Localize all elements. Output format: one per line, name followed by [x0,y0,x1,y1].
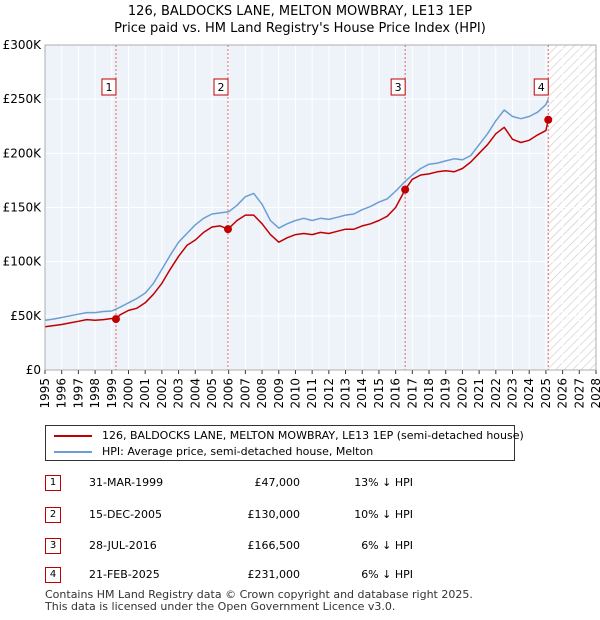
legend-label-hpi: HPI: Average price, semi-detached house,… [102,445,374,458]
x-tick-label: 2008 [255,378,269,409]
x-tick-label: 2010 [288,378,302,409]
footer: Contains HM Land Registry data © Crown c… [45,589,473,613]
sale-date: 21-FEB-2025 [89,568,160,581]
y-tick-label: £50K [10,309,42,323]
sale-marker-box [101,78,117,96]
x-tick-label: 2003 [172,378,186,409]
plot-frame [44,44,597,371]
chart-subtitle: Price paid vs. HM Land Registry's House … [114,21,486,36]
series-line-property [44,119,549,328]
footer-copyright: Contains HM Land Registry data © Crown c… [45,588,473,601]
x-tick-label: 2026 [556,378,570,409]
sale-point [544,115,553,124]
sale-price: £166,500 [247,539,301,552]
sale-date: 15-DEC-2005 [89,508,163,521]
sale-badge: 2 [45,507,61,523]
sale-hpi-diff: 13% ↓ HPI [354,476,413,489]
sale-marker-box [390,78,406,96]
sale-marker-box [533,78,549,96]
sale-date: 28-JUL-2016 [89,539,157,552]
sale-row: 2 15-DEC-2005 £130,000 10% ↓ HPI [45,507,545,525]
x-tick-label: 2012 [322,378,336,409]
sale-marker-number: 3 [395,81,402,94]
y-tick-label: £0 [26,363,41,377]
legend-label-property: 126, BALDOCKS LANE, MELTON MOWBRAY, LE13… [102,429,524,442]
x-tick-label: 2024 [522,378,536,409]
y-tick-label: £100K [3,255,43,269]
footer-license: This data is licensed under the Open Gov… [45,600,396,613]
sale-badge: 3 [45,538,61,554]
sale-marker-number: 4 [538,81,545,94]
x-tick-label: 2028 [589,378,600,409]
x-tick-label: 1998 [88,378,102,409]
legend-swatch-red [54,435,92,437]
x-tick-label: 1995 [38,378,52,409]
x-tick-label: 2023 [506,378,520,409]
x-tick-label: 2014 [355,378,369,409]
x-tick-label: 2002 [155,378,169,409]
series-line-hpi [44,98,549,321]
x-tick-label: 1997 [71,378,85,409]
x-tick-label: 2021 [472,378,486,409]
sale-row: 4 21-FEB-2025 £231,000 6% ↓ HPI [45,567,545,585]
sale-hpi-diff: 6% ↓ HPI [361,539,413,552]
legend-item-property: 126, BALDOCKS LANE, MELTON MOWBRAY, LE13… [54,428,524,443]
x-tick-label: 2017 [405,378,419,409]
sale-price: £47,000 [254,476,301,489]
x-tick-label: 2004 [188,378,202,409]
sale-marker-number: 2 [217,81,224,94]
sale-point [401,185,410,194]
x-tick-label: 2007 [238,378,252,409]
x-tick-label: 2016 [389,378,403,409]
sale-row: 1 31-MAR-1999 £47,000 13% ↓ HPI [45,475,545,493]
x-tick-label: 2027 [572,378,586,409]
x-tick-label: 2013 [339,378,353,409]
sale-point [111,315,120,324]
x-tick-label: 2025 [539,378,553,409]
sale-point [223,225,232,234]
chart-title: 126, BALDOCKS LANE, MELTON MOWBRAY, LE13… [127,4,473,19]
chart-legend: 126, BALDOCKS LANE, MELTON MOWBRAY, LE13… [45,425,524,461]
x-tick-label: 2011 [305,378,319,409]
sale-price: £231,000 [247,568,301,581]
x-tick-label: 2018 [422,378,436,409]
x-tick-label: 2015 [372,378,386,409]
x-tick-label: 2000 [121,378,135,409]
sale-badge: 1 [45,475,61,491]
legend-item-hpi: HPI: Average price, semi-detached house,… [54,444,373,459]
legend-swatch-blue [54,451,92,453]
y-tick-label: £150K [3,201,43,215]
y-tick-label: £200K [3,146,43,160]
sale-date: 31-MAR-1999 [89,476,164,489]
x-tick-label: 1999 [105,378,119,409]
sale-price: £130,000 [247,508,301,521]
sale-hpi-diff: 6% ↓ HPI [361,568,413,581]
y-tick-label: £300K [3,38,43,52]
sale-hpi-diff: 10% ↓ HPI [354,508,413,521]
x-tick-label: 2001 [138,378,152,409]
y-tick-label: £250K [3,92,43,106]
x-tick-label: 2022 [489,378,503,409]
sale-row: 3 28-JUL-2016 £166,500 6% ↓ HPI [45,538,545,556]
sale-marker-box [213,78,229,96]
x-tick-label: 2006 [222,378,236,409]
x-tick-label: 1996 [55,378,69,409]
x-tick-label: 2005 [205,378,219,409]
sale-marker-number: 1 [105,81,112,94]
sale-badge: 4 [45,567,61,583]
x-tick-label: 2019 [439,378,453,409]
x-tick-label: 2020 [455,378,469,409]
x-tick-label: 2009 [272,378,286,409]
